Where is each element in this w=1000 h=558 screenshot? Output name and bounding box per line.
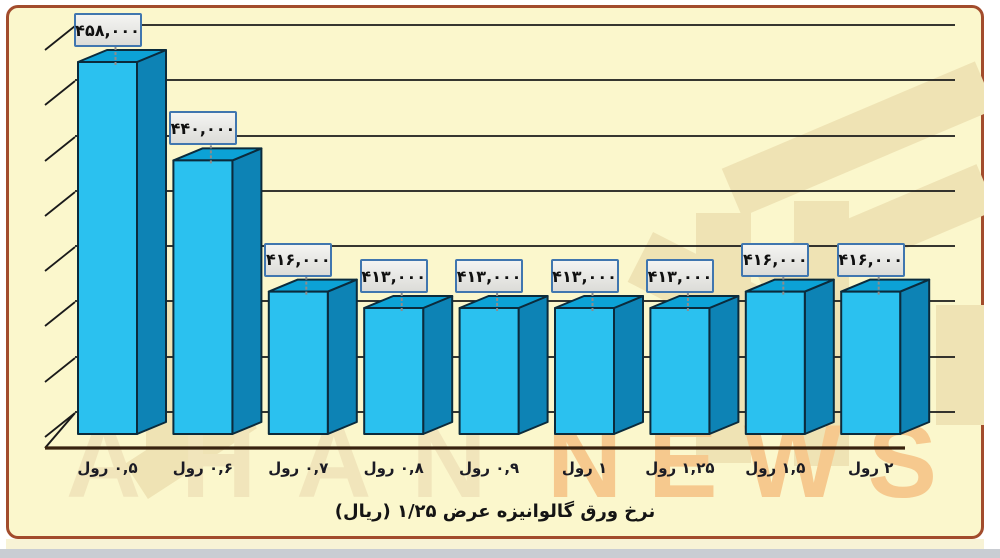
bar-front-face (744, 290, 806, 435)
x-axis-label: ۰,۷ رول (268, 459, 329, 477)
value-callout: ۴۱۶,۰۰۰ (741, 242, 810, 277)
value-callout-text: ۴۱۳,۰۰۰ (552, 266, 617, 286)
x-axis-label: ۱ رول (561, 459, 608, 477)
value-callout-text: ۴۵۸,۰۰۰ (75, 20, 140, 40)
bar-front-face (172, 159, 234, 435)
x-axis-label: ۰,۹ رول (458, 459, 520, 477)
bar-front-face (267, 290, 329, 435)
value-callout-text: ۴۱۳,۰۰۰ (361, 266, 427, 286)
bar-front-face (649, 307, 711, 435)
value-callout-text: ۴۱۶,۰۰۰ (838, 250, 904, 270)
x-axis-label: ۰,۸ رول (363, 459, 424, 477)
value-callout: ۴۱۳,۰۰۰ (359, 259, 428, 293)
grid-depth-tick (44, 357, 76, 383)
value-callout: ۴۱۳,۰۰۰ (455, 259, 524, 293)
value-callout: ۴۱۶,۰۰۰ (264, 242, 333, 277)
x-axis-label: ۲ رول (848, 459, 894, 477)
value-callout-text: ۴۱۶,۰۰۰ (742, 250, 808, 270)
grid-depth-tick (44, 25, 76, 51)
bar-front-face (77, 61, 138, 435)
grid-depth-tick (44, 301, 76, 327)
grid-depth-tick (44, 80, 76, 106)
x-axis-label: ۰,۵ رول (77, 459, 138, 477)
grid-depth-tick (44, 412, 76, 438)
value-callout-text: ۴۱۶,۰۰۰ (265, 250, 331, 270)
grid-depth-tick (44, 246, 76, 272)
value-callout: ۴۵۸,۰۰۰ (73, 13, 142, 47)
bar-front-face (840, 290, 902, 435)
x-axis-label: ۰,۶ رول (172, 459, 233, 477)
chart-title: نرخ ورق گالوانیزه عرض ۱/۲۵ (ریال) (334, 501, 656, 522)
value-callout-text: ۴۱۳,۰۰۰ (647, 266, 713, 286)
value-callout: ۴۴۰,۰۰۰ (168, 111, 237, 146)
value-callout-text: ۴۱۳,۰۰۰ (456, 266, 522, 286)
page-bottom-strip (0, 549, 1000, 558)
x-axis-label: ۱,۲۵ رول (645, 459, 715, 477)
bar-front-face (363, 307, 425, 435)
ahan-logo-watermark-shape (936, 305, 984, 425)
x-axis-label: ۱,۵ رول (745, 459, 806, 477)
bar-front-face (458, 307, 520, 435)
value-callout-text: ۴۴۰,۰۰۰ (170, 118, 236, 138)
value-callout: ۴۱۳,۰۰۰ (550, 259, 619, 293)
floor-left-edge (44, 412, 76, 449)
grid-depth-tick (44, 136, 76, 162)
grid-depth-tick (44, 191, 76, 217)
bar-front-face (554, 307, 615, 435)
value-callout: ۴۱۳,۰۰۰ (645, 259, 714, 293)
panel-bottom-margin (6, 539, 984, 549)
value-callout: ۴۱۶,۰۰۰ (836, 242, 905, 277)
